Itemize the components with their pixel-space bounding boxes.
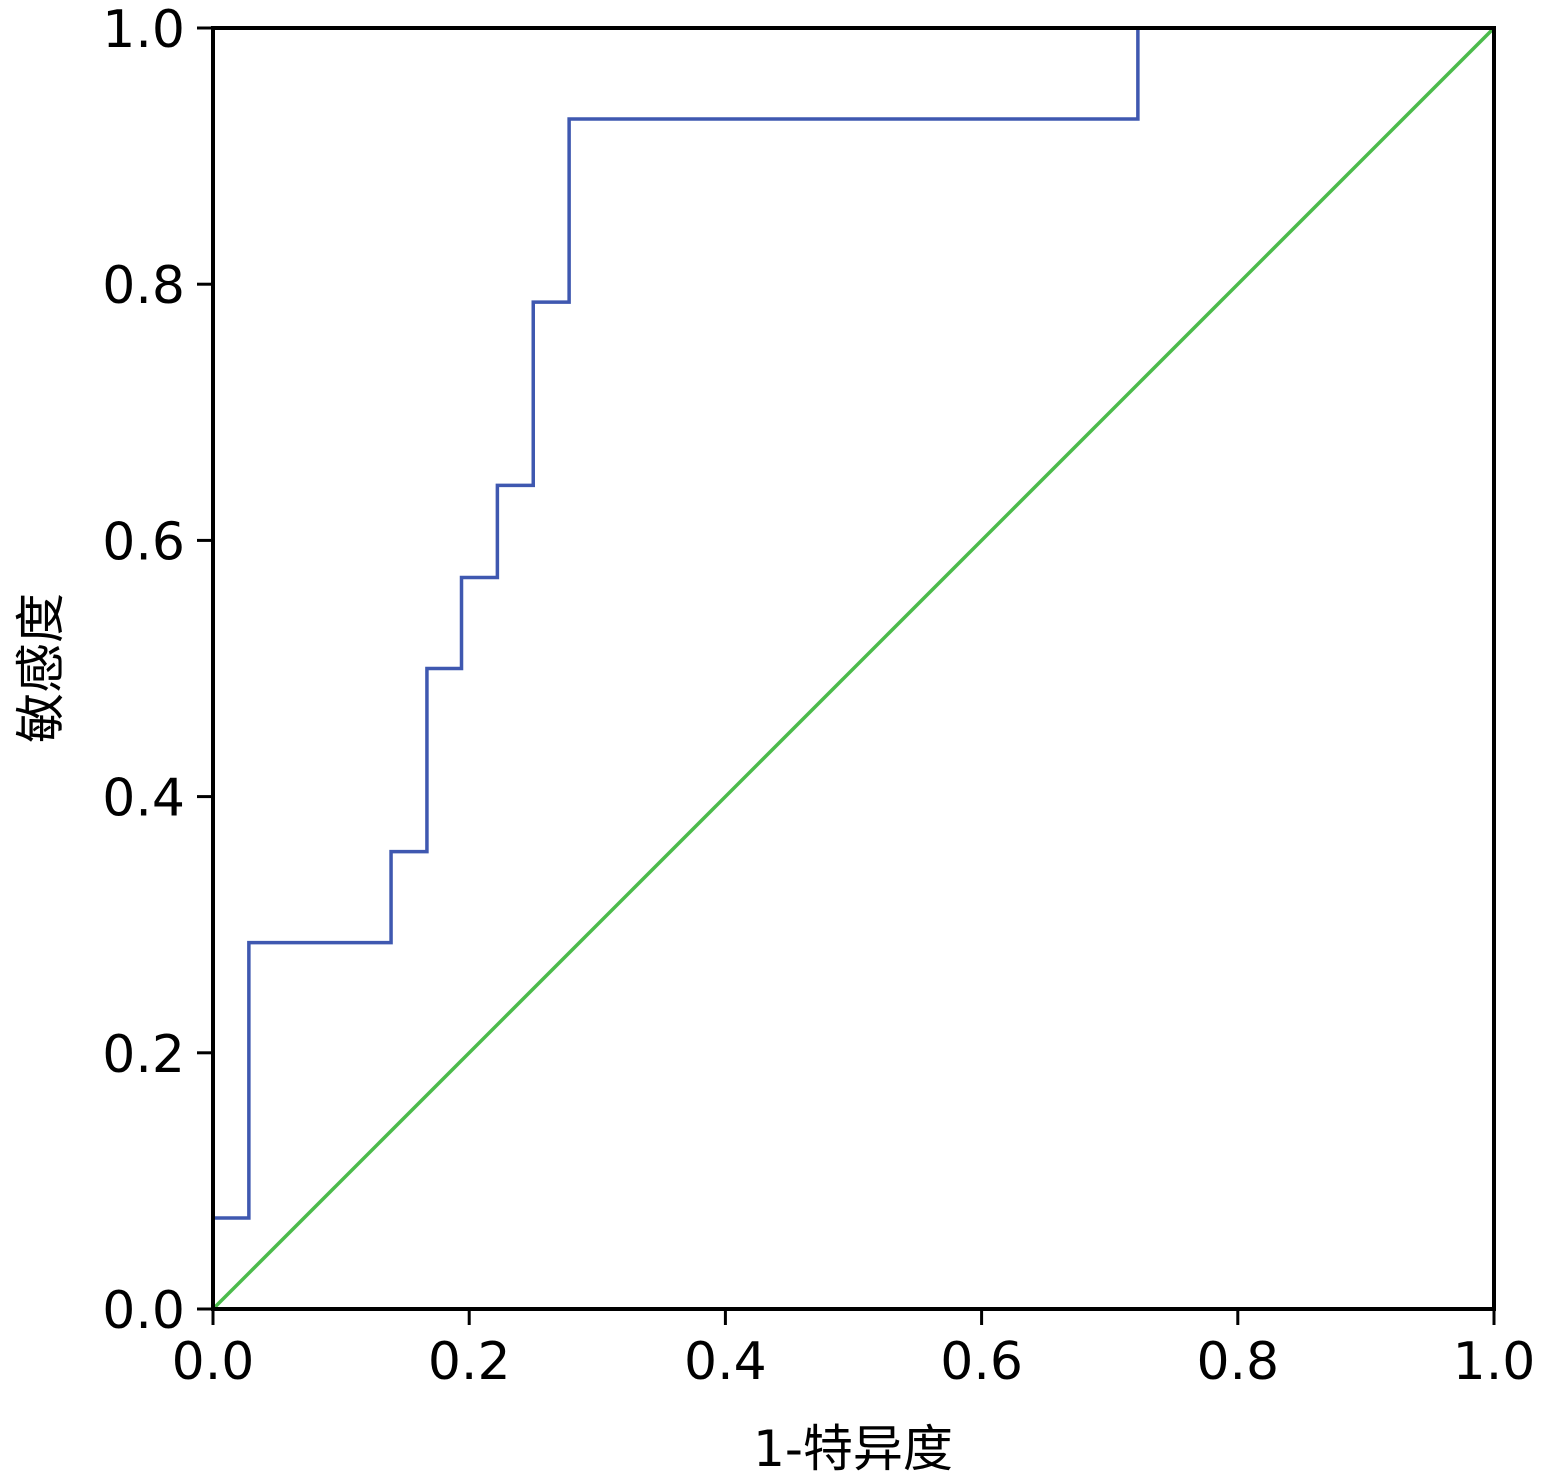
x-tick-label: 0.8 — [1196, 1332, 1279, 1392]
x-tick-label: 0.4 — [684, 1332, 767, 1392]
y-tick-label: 0.0 — [102, 1281, 185, 1341]
reference-diagonal — [211, 26, 1496, 1311]
y-tick-label: 0.4 — [102, 769, 185, 829]
x-axis-label: 1-特异度 — [753, 1420, 953, 1478]
roc-curve — [213, 26, 1494, 1220]
y-tick-label: 0.8 — [102, 256, 185, 316]
y-tick-label: 0.6 — [102, 512, 185, 572]
x-tick-label: 0.6 — [940, 1332, 1023, 1392]
y-tick-label: 0.2 — [102, 1025, 185, 1085]
plot-frame — [211, 26, 1496, 1311]
y-tick-label: 1.0 — [102, 0, 185, 60]
x-tick-label: 0.0 — [172, 1332, 255, 1392]
y-axis-label: 敏感度 — [12, 593, 70, 743]
x-tick-label: 1.0 — [1453, 1332, 1536, 1392]
x-tick-label: 0.2 — [428, 1332, 511, 1392]
